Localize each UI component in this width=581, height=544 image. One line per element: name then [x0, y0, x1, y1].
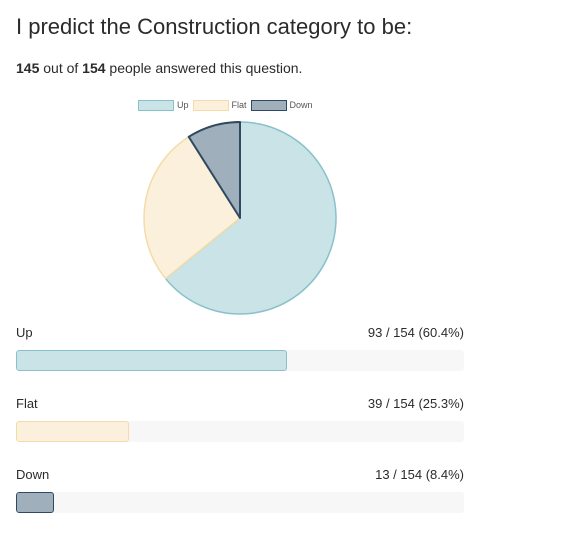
- legend-label-up: Up: [177, 100, 189, 110]
- result-label-down: Down: [16, 467, 50, 482]
- summary-out-of: out of: [39, 60, 83, 76]
- legend-item-up[interactable]: Up: [138, 99, 189, 111]
- result-bar-track-flat: [16, 421, 464, 442]
- pie-slice-up[interactable]: [164, 121, 337, 315]
- pie-chart: [140, 118, 340, 318]
- legend-item-down[interactable]: Down: [250, 99, 313, 111]
- legend-item-flat[interactable]: Flat: [192, 99, 247, 111]
- result-value-up: 93 / 154 (60.4%): [367, 325, 464, 340]
- question-title: I predict the Construction category to b…: [16, 14, 413, 39]
- result-bar-track-up: [16, 350, 464, 371]
- legend-label-down: Down: [289, 100, 313, 110]
- result-bar-track-down: [16, 492, 464, 513]
- legend-swatch-up: [138, 99, 174, 111]
- pie-slice-flat[interactable]: [143, 136, 241, 280]
- total-count: 154: [82, 60, 106, 76]
- legend-label-flat: Flat: [231, 100, 247, 110]
- result-value-flat: 39 / 154 (25.3%): [367, 396, 464, 411]
- pie-slice-down[interactable]: [187, 121, 241, 219]
- pie-chart-svg: [143, 121, 337, 315]
- result-bar-fill-down: [16, 492, 54, 513]
- result-bar-fill-up: [16, 350, 287, 371]
- legend-swatch-down: [250, 99, 287, 111]
- response-summary: 145 out of 154 people answered this ques…: [16, 59, 302, 77]
- result-label-flat: Flat: [16, 396, 38, 411]
- legend-swatch-flat: [192, 99, 229, 111]
- result-value-down: 13 / 154 (8.4%): [375, 467, 464, 482]
- chart-legend: Up Flat Down: [138, 98, 313, 112]
- summary-suffix: people answered this question.: [105, 60, 303, 76]
- answered-count: 145: [16, 60, 40, 76]
- result-label-up: Up: [16, 325, 33, 340]
- result-bar-fill-flat: [16, 421, 129, 442]
